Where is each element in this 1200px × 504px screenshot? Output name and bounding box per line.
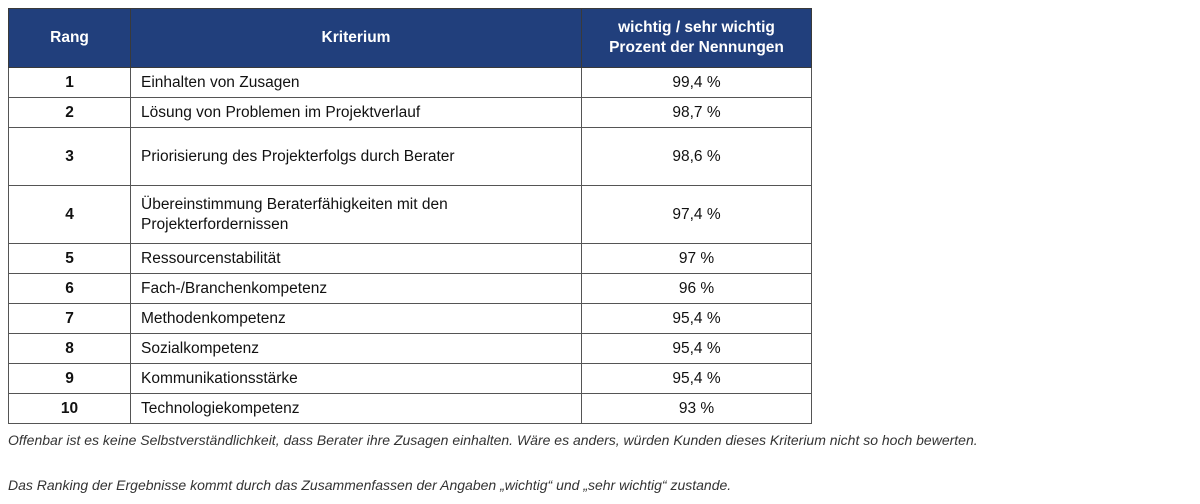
- criterion-cell: Fach-/Branchenkompetenz: [130, 273, 582, 304]
- rank-cell: 2: [8, 97, 131, 128]
- rank-cell: 8: [8, 333, 131, 364]
- cell-text: Lösung von Problemen im Projektverlauf: [141, 103, 421, 121]
- percent-cell: 95,4 %: [581, 333, 812, 364]
- table-row: 1 Einhalten von Zusagen 99,4 %: [8, 67, 812, 98]
- cell-text: 99,4 %: [672, 73, 721, 91]
- rank-cell: 9: [8, 363, 131, 394]
- header-line: wichtig / sehr wichtig: [618, 19, 775, 36]
- cell-text: 3: [65, 147, 74, 165]
- cell-text: Methodenkompetenz: [141, 309, 286, 327]
- cell-text: 10: [60, 399, 79, 417]
- rank-cell: 7: [8, 303, 131, 334]
- note: Offenbar ist es keine Selbstverständlich…: [8, 432, 978, 448]
- percent-cell: 93 %: [581, 393, 812, 424]
- cell-text: 5: [65, 249, 74, 267]
- cell-text: 98,6 %: [672, 147, 721, 165]
- criterion-cell: Technologiekompetenz: [130, 393, 582, 424]
- cell-text: 95,4 %: [672, 339, 721, 357]
- rank-cell: 1: [8, 67, 131, 98]
- table-row: 3 Priorisierung des Projekterfolgs durch …: [8, 127, 812, 186]
- percent-cell: 95,4 %: [581, 363, 812, 394]
- criterion-cell: Ressourcenstabilität: [130, 243, 582, 274]
- note: Das Ranking der Ergebnisse kommt durch d…: [8, 477, 732, 493]
- cell-text: 6: [65, 279, 74, 297]
- table-row: 9 Kommunikationsstärke 95,4 %: [8, 363, 812, 394]
- cell-text: 4: [65, 205, 74, 223]
- table-row: 7 Methodenkompetenz 95,4 %: [8, 303, 812, 334]
- criterion-cell: Lösung von Problemen im Projektverlauf: [130, 97, 582, 128]
- criterion-cell: Methodenkompetenz: [130, 303, 582, 334]
- header-row: Rang Kriterium wichtig / sehr wichtig Pro…: [8, 8, 812, 68]
- cell-text: 96 %: [678, 279, 715, 297]
- rank-cell: 6: [8, 273, 131, 304]
- cell-text: 98,7 %: [672, 103, 721, 121]
- rank-cell: 10: [8, 393, 131, 424]
- table-row: 4 Übereinstimmung Beraterfähigkeiten mit …: [8, 185, 812, 244]
- percent-cell: 98,7 %: [581, 97, 812, 128]
- table-row: 5 Ressourcenstabilität 97 %: [8, 243, 812, 274]
- header-cell: wichtig / sehr wichtig Prozent der Nennun…: [581, 8, 812, 68]
- cell-text: 7: [65, 309, 74, 327]
- rank-cell: 5: [8, 243, 131, 274]
- percent-cell: 99,4 %: [581, 67, 812, 98]
- table-body: 1 Einhalten von Zusagen 99,4 % 2 Lösung von …: [8, 67, 812, 424]
- rank-cell: 3: [8, 127, 131, 186]
- table-row: 2 Lösung von Problemen im Projektverlauf 9…: [8, 97, 812, 128]
- table-row: 10 Technologiekompetenz 93 %: [8, 393, 812, 424]
- cell-text: 8: [65, 339, 74, 357]
- cell-text: 9: [65, 369, 74, 387]
- cell-text: Übereinstimmung Beraterfähigkeiten mit d…: [141, 195, 448, 233]
- cell-text: 95,4 %: [672, 369, 721, 387]
- criterion-cell: Priorisierung des Projekterfolgs durch B…: [130, 127, 582, 186]
- header-cell: Kriterium: [130, 8, 582, 68]
- header-cell: Rang: [8, 8, 131, 68]
- ranking-table: Rang Kriterium wichtig / sehr wichtig Pro…: [8, 8, 812, 424]
- criterion-cell: Kommunikationsstärke: [130, 363, 582, 394]
- rank-cell: 4: [8, 185, 131, 244]
- percent-cell: 96 %: [581, 273, 812, 304]
- cell-text: 1: [65, 73, 74, 91]
- percent-cell: 97,4 %: [581, 185, 812, 244]
- percent-cell: 95,4 %: [581, 303, 812, 334]
- table-row: 6 Fach-/Branchenkompetenz 96 %: [8, 273, 812, 304]
- header-line: Prozent der Nennungen: [609, 39, 784, 56]
- criterion-cell: Sozialkompetenz: [130, 333, 582, 364]
- cell-text: Kommunikationsstärke: [141, 369, 298, 387]
- table-row: 8 Sozialkompetenz 95,4 %: [8, 333, 812, 364]
- cell-text: 2: [65, 103, 74, 121]
- cell-text: 93 %: [678, 399, 715, 417]
- cell-text: Ressourcenstabilität: [141, 249, 281, 267]
- percent-cell: 98,6 %: [581, 127, 812, 186]
- cell-text: 95,4 %: [672, 309, 721, 327]
- cell-text: Sozialkompetenz: [141, 339, 260, 357]
- criterion-cell: Übereinstimmung Beraterfähigkeiten mit d…: [130, 185, 582, 244]
- cell-text: 97 %: [678, 249, 715, 267]
- percent-cell: 97 %: [581, 243, 812, 274]
- cell-text: Einhalten von Zusagen: [141, 73, 300, 91]
- cell-text: Technologiekompetenz: [141, 399, 300, 417]
- cell-text: Priorisierung des Projekterfolgs durch B…: [141, 147, 455, 165]
- cell-text: Fach-/Branchenkompetenz: [141, 279, 328, 297]
- cell-text: 97,4 %: [672, 205, 721, 223]
- criterion-cell: Einhalten von Zusagen: [130, 67, 582, 98]
